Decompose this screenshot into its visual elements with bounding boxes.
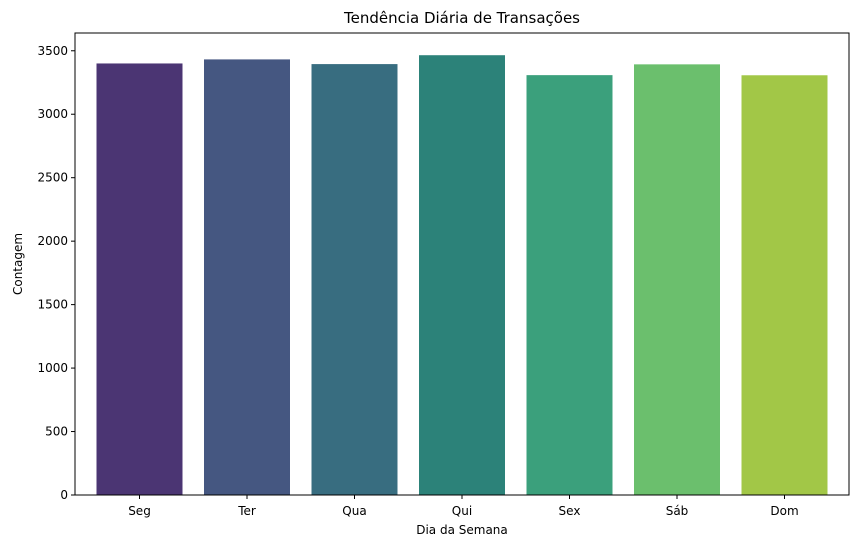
y-tick-label: 500 (45, 425, 68, 439)
chart-title: Tendência Diária de Transações (343, 9, 580, 27)
bar-ter (204, 59, 290, 496)
bar-sáb (634, 64, 720, 495)
y-tick-label: 2000 (37, 234, 68, 248)
bar-qui (419, 55, 505, 495)
x-axis-label: Dia da Semana (416, 523, 508, 537)
bars-group (96, 55, 828, 496)
bar-dom (741, 75, 828, 495)
plot-frame (74, 32, 850, 496)
x-tick-label: Qua (342, 504, 366, 518)
bar-sex (526, 75, 613, 495)
x-tick-label: Sex (559, 504, 581, 518)
bar-qua (311, 64, 398, 495)
y-tick-label: 1000 (37, 361, 68, 375)
x-tick-label: Seg (128, 504, 151, 518)
y-axis-label: Contagem (11, 233, 25, 295)
x-axis-ticks: Seg Ter Qua Qui Sex Sáb Dom (128, 495, 799, 518)
y-tick-label: 3500 (37, 44, 68, 58)
y-tick-label: 2500 (37, 171, 68, 185)
y-axis-ticks: 0 500 1000 1500 2000 2500 3000 3500 (37, 44, 75, 502)
y-tick-label: 0 (60, 488, 68, 502)
bar-seg (96, 63, 183, 495)
y-tick-label: 3000 (37, 107, 68, 121)
x-tick-label: Qui (452, 504, 472, 518)
x-tick-label: Dom (770, 504, 798, 518)
x-tick-label: Sáb (666, 504, 689, 518)
x-tick-label: Ter (237, 504, 256, 518)
y-tick-label: 1500 (37, 298, 68, 312)
